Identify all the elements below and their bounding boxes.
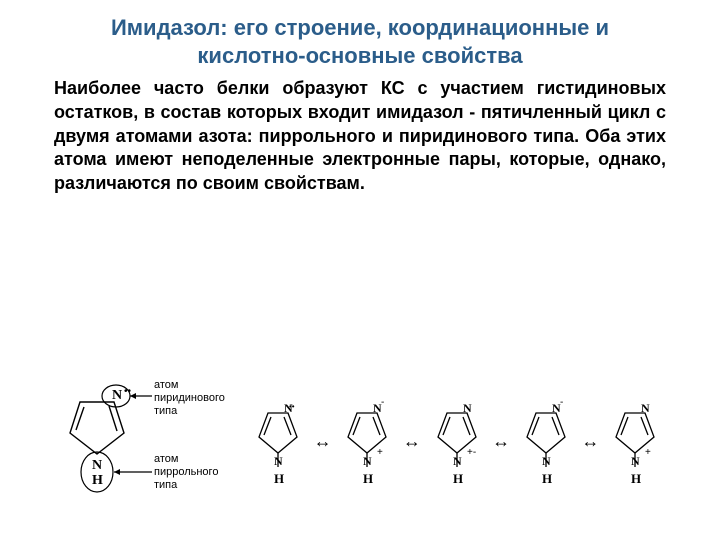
svg-text:N: N [641, 401, 650, 415]
resonance-form-2: N - N + H [336, 395, 398, 487]
svg-text:-: - [560, 397, 563, 408]
svg-text:N: N [112, 388, 122, 403]
page-title: Имидазол: его строение, координационные … [54, 14, 666, 69]
annotated-imidazole-svg: N •• N H атом пиридинового типа атом [54, 376, 239, 506]
svg-text:N: N [463, 401, 472, 415]
resonance-form-1: N •• N H [247, 395, 309, 487]
resonance-structures: N •• N H ↔ N - N + H ↔ N N +- H [247, 376, 666, 506]
slide: Имидазол: его строение, координационные … [0, 0, 720, 540]
resonance-form-3: N N +- H [426, 395, 488, 487]
resonance-arrow: ↔ [401, 431, 423, 452]
svg-text:H: H [363, 471, 373, 486]
resonance-form-4: N - N H [515, 395, 577, 487]
svg-text:пиридинового: пиридинового [154, 392, 225, 404]
svg-text:+: + [645, 447, 651, 458]
svg-text:+: + [377, 447, 383, 458]
svg-text:H: H [274, 471, 284, 486]
body-paragraph: Наиболее часто белки образуют КС с участ… [54, 77, 666, 196]
svg-text:типа: типа [154, 479, 178, 491]
resonance-arrow: ↔ [579, 431, 601, 452]
svg-text:H: H [542, 471, 552, 486]
svg-text:N: N [92, 458, 102, 473]
resonance-arrow: ↔ [490, 431, 512, 452]
resonance-arrow: ↔ [312, 431, 334, 452]
svg-text:+-: +- [467, 447, 476, 458]
pyrrole-type-label-1: атом [154, 453, 178, 465]
svg-text:H: H [453, 471, 463, 486]
annotated-imidazole: N •• N H атом пиридинового типа атом [54, 376, 239, 506]
pyridine-type-label-1: атом [154, 379, 178, 391]
diagram-row: N •• N H атом пиридинового типа атом [54, 376, 666, 506]
resonance-form-5: N N + H [604, 395, 666, 487]
svg-text:пиррольного: пиррольного [154, 466, 218, 478]
svg-text:H: H [92, 473, 103, 488]
svg-text:••: •• [289, 402, 295, 411]
svg-text:-: - [381, 397, 384, 408]
svg-text:H: H [631, 471, 641, 486]
svg-text:типа: типа [154, 405, 178, 417]
